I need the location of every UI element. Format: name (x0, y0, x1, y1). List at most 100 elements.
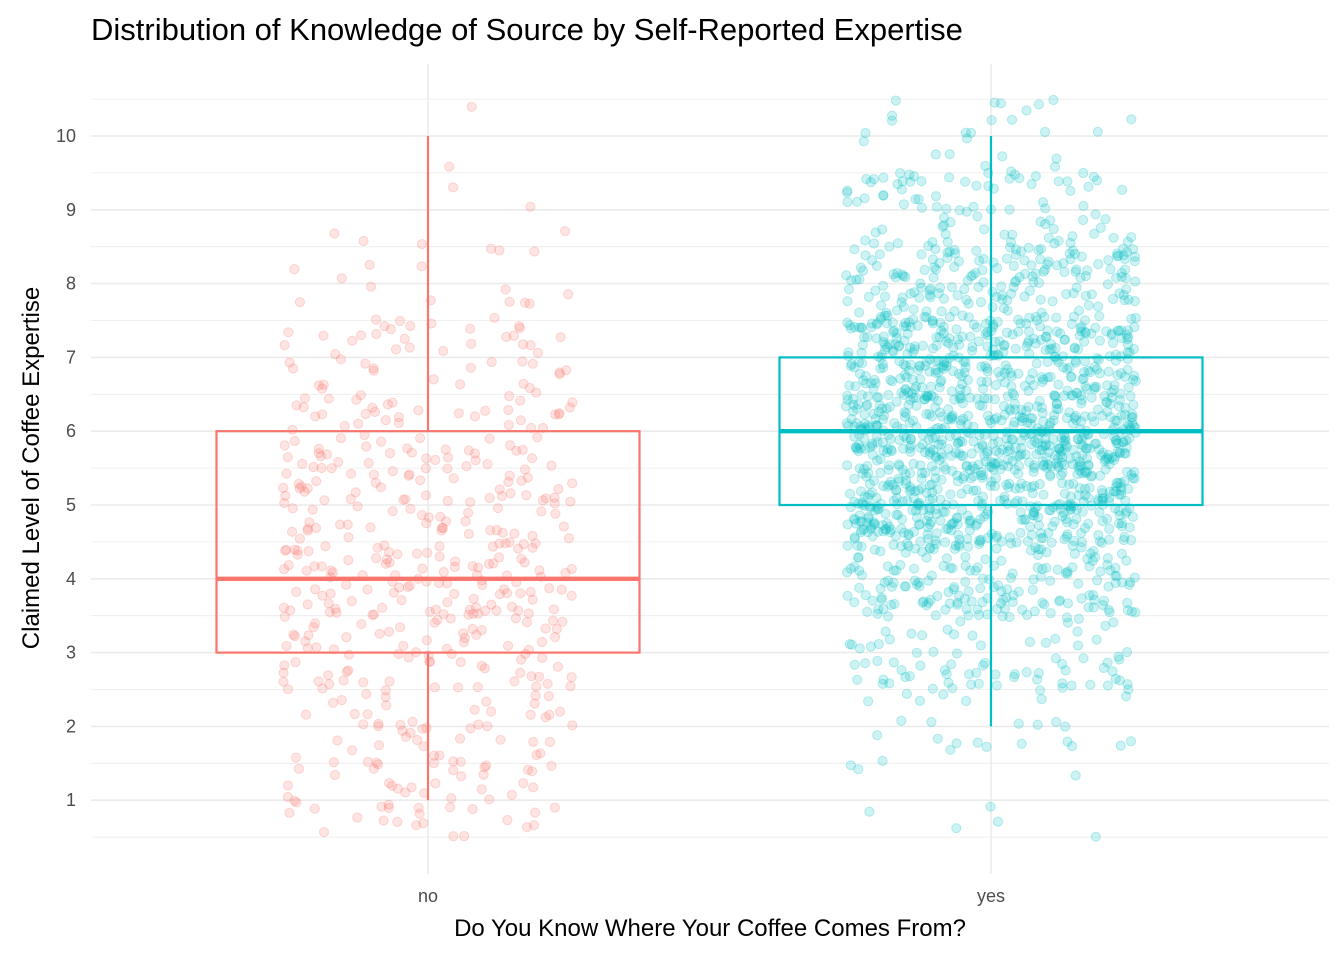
jitter-point (904, 365, 915, 376)
jitter-point (1110, 435, 1122, 446)
jitter-point (1065, 501, 1077, 512)
jitter-point (1062, 736, 1073, 747)
jitter-point (505, 488, 516, 499)
jitter-point (842, 187, 853, 198)
jitter-point (1006, 288, 1017, 299)
jitter-point (867, 595, 878, 606)
jitter-point (349, 708, 360, 720)
jitter-point (1061, 531, 1072, 542)
jitter-point (1059, 334, 1071, 345)
jitter-point (962, 510, 973, 521)
jitter-point (466, 101, 477, 113)
jitter-point (1030, 311, 1042, 323)
jitter-point (942, 252, 953, 264)
jitter-point (384, 676, 395, 687)
jitter-point (1081, 443, 1092, 454)
jitter-point (1097, 493, 1108, 504)
jitter-point (861, 173, 872, 185)
jitter-point (875, 467, 886, 478)
jitter-point (518, 778, 529, 789)
jitter-point (367, 609, 378, 621)
jitter-point (465, 323, 476, 334)
jitter-point (922, 392, 933, 403)
jitter-point (1042, 325, 1053, 336)
jitter-point (473, 608, 484, 619)
jitter-point (998, 460, 1009, 471)
jitter-point (1089, 361, 1100, 372)
jitter-point (904, 169, 915, 180)
jitter-point (1118, 243, 1129, 254)
jitter-point (959, 367, 970, 378)
jitter-point (986, 456, 997, 468)
jitter-point (862, 606, 873, 618)
jitter-point (854, 582, 865, 594)
jitter-point (996, 555, 1007, 567)
jitter-point (378, 815, 389, 826)
jitter-point (920, 390, 931, 401)
jitter-point (321, 449, 332, 460)
jitter-point (963, 298, 974, 309)
jitter-point (1016, 738, 1027, 749)
jitter-point (991, 412, 1002, 423)
jitter-point (287, 526, 298, 537)
jitter-point (1122, 605, 1134, 616)
jitter-point (965, 127, 977, 138)
jitter-point (1102, 553, 1113, 564)
jitter-point (881, 318, 892, 329)
grid-lines (91, 64, 1329, 874)
jitter-point (464, 604, 475, 615)
jitter-point (924, 480, 936, 491)
jitter-point (895, 559, 906, 571)
jitter-point (521, 490, 532, 501)
jitter-point (373, 759, 384, 770)
jitter-point (315, 451, 326, 462)
jitter-point (459, 632, 470, 644)
jitter-point (1078, 214, 1089, 226)
x-tick-label: yes (977, 886, 1005, 906)
jitter-point (544, 736, 556, 748)
jitter-point (1092, 494, 1104, 505)
jitter-point (972, 518, 983, 529)
jitter-point (1076, 321, 1087, 332)
jitter-point (347, 335, 358, 346)
jitter-point (878, 674, 889, 685)
jitter-point (905, 394, 916, 406)
jitter-point (930, 191, 942, 202)
jitter-point (860, 658, 871, 669)
jitter-point (986, 476, 997, 487)
jitter-point (976, 361, 987, 372)
jitter-point (369, 406, 381, 417)
jitter-point (411, 820, 422, 831)
jitter-point (291, 586, 302, 598)
jitter-point (843, 284, 855, 295)
jitter-point (951, 738, 962, 749)
jitter-point (1121, 442, 1132, 453)
jitter-point (553, 409, 565, 420)
jitter-point (842, 394, 853, 405)
jitter-point (940, 604, 951, 615)
jitter-point (1013, 586, 1024, 597)
jitter-point (278, 482, 289, 493)
jitter-point (928, 543, 939, 555)
jitter-point (993, 436, 1004, 447)
jitter-point (1099, 595, 1110, 607)
jitter-point (905, 342, 916, 353)
jitter-point (1119, 476, 1130, 487)
jitter-point (856, 541, 867, 552)
jitter-point (841, 270, 852, 281)
jitter-point (955, 616, 966, 627)
jitter-point (1067, 418, 1079, 429)
jitter-point (418, 818, 429, 829)
jitter-point (1079, 411, 1091, 422)
jitter-point (1122, 364, 1133, 375)
jitter-point (387, 466, 398, 477)
jitter-point (1069, 248, 1081, 260)
jitter-point (1120, 264, 1131, 275)
jitter-point (1083, 492, 1094, 503)
jitter-point (1068, 311, 1080, 322)
jitter-point (931, 332, 942, 343)
jitter-point (1109, 431, 1120, 442)
jitter-point (921, 306, 932, 317)
jitter-point (864, 806, 875, 817)
jitter-point (317, 409, 328, 420)
